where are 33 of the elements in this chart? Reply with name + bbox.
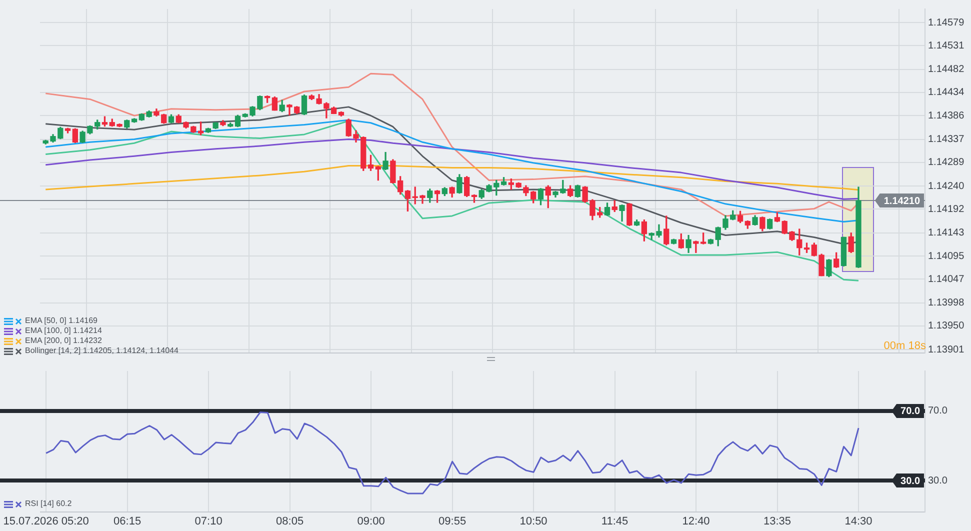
x-tick-label: 09:00 (357, 515, 385, 528)
ref-line-label: 1.14210 (884, 196, 920, 207)
y-tick-label: 1.13998 (928, 298, 965, 309)
x-tick-label: 08:05 (276, 515, 304, 528)
y-tick-label: 1.14289 (928, 157, 965, 168)
x-tick-label: 15.07.2026 05:20 (3, 515, 89, 528)
annotation: 00m 18s (884, 340, 926, 352)
legend-label: EMA [200, 0] 1.14232 (25, 336, 102, 346)
legend-label: EMA [50, 0] 1.14169 (25, 316, 98, 326)
x-tick-label: 14:30 (844, 515, 872, 528)
y-tick-label: 1.14434 (928, 87, 965, 98)
x-tick-label: 12:40 (682, 515, 710, 528)
y-tick-label: 1.14579 (928, 17, 965, 28)
y-tick-label: 1.13901 (928, 344, 965, 356)
legend-label: Bollinger [14, 2] 1.14205, 1.14124, 1.14044 (25, 346, 178, 356)
x-tick-label: 11:45 (601, 515, 628, 528)
y-tick-label: 1.14386 (928, 110, 965, 122)
legend-label: RSI [14] 60.2 (25, 499, 72, 509)
y-tick-label: 1.14482 (928, 64, 965, 76)
y-tick-label: 1.14047 (928, 274, 965, 285)
y-tick-label: 1.14337 (928, 134, 965, 146)
x-tick-label: 06:15 (114, 515, 142, 528)
y-tick-label: 1.14531 (928, 40, 965, 52)
y-tick-label: 1.14192 (928, 204, 965, 215)
x-tick-label: 07:10 (194, 515, 222, 528)
legend-label: EMA [100, 0] 1.14214 (25, 326, 102, 336)
x-tick-label: 09:55 (438, 515, 466, 528)
y-tick-label: 1.14095 (928, 250, 965, 262)
y-tick-label: 1.14240 (928, 180, 965, 192)
x-tick-label: 13:35 (764, 515, 792, 528)
x-tick-label: 10:50 (520, 515, 548, 528)
y-tick-label: 1.13950 (928, 320, 965, 332)
y-tick-label: 1.14143 (928, 228, 965, 239)
